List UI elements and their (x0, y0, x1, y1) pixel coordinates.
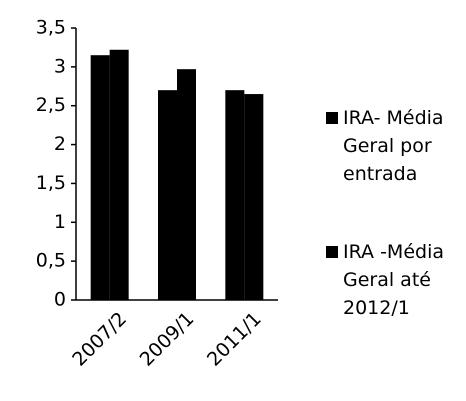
legend-entry: IRA- Média Geral por entrada (326, 104, 464, 188)
bar (177, 69, 196, 300)
y-tick-label: 0,5 (36, 250, 66, 272)
y-tick-label: 2,5 (36, 94, 66, 116)
y-tick-label: 1,5 (36, 172, 66, 194)
legend-label: IRA -Média Geral até 2012/1 (343, 241, 444, 319)
bar (90, 55, 110, 301)
y-tick-label: 1 (54, 211, 66, 233)
bar (109, 49, 129, 301)
y-tick-label: 0 (54, 289, 66, 311)
legend-entry: IRA -Média Geral até 2012/1 (326, 238, 464, 322)
legend-key (326, 112, 338, 124)
y-tick-label: 3,5 (36, 17, 66, 39)
legend-key (326, 246, 338, 258)
x-tick-label: 2007/2 (68, 308, 131, 371)
x-tick-label: 2009/1 (136, 308, 199, 371)
legend-label: IRA- Média Geral por entrada (343, 107, 444, 185)
bar (244, 94, 264, 300)
x-tick-label: 2011/1 (203, 308, 266, 371)
bar (225, 90, 245, 301)
y-tick-label: 2 (54, 133, 66, 155)
bar (158, 90, 177, 301)
y-tick-label: 3 (54, 55, 66, 77)
